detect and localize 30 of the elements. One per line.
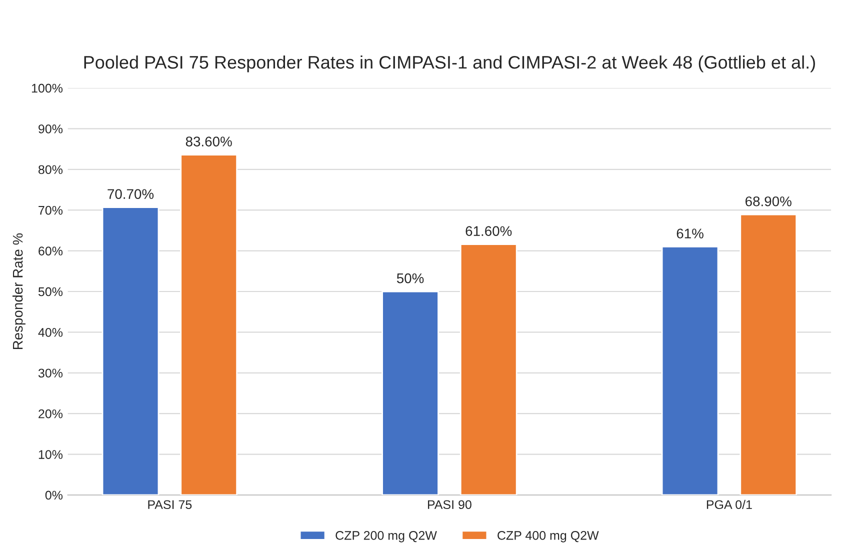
y-axis-title: Responder Rate %: [12, 233, 26, 350]
x-tick-label: PASI 90: [428, 500, 472, 510]
y-tick-label: 30%: [38, 368, 63, 378]
data-label: 83.60%: [186, 136, 232, 146]
legend-label: CZP 200 mg Q2W: [336, 531, 437, 542]
bar: [180, 154, 238, 495]
legend-label: CZP 400 mg Q2W: [498, 531, 599, 542]
y-tick-label: 100%: [32, 84, 63, 93]
bar: [102, 206, 160, 495]
y-tick-label: 90%: [38, 124, 63, 134]
data-label: 61.60%: [466, 226, 512, 236]
y-tick-label: 0%: [45, 490, 63, 500]
bar: [740, 214, 798, 495]
chart-title: Pooled PASI 75 Responder Rates in CIMPASI-1 and CIMPASI-2 at Week 48 (Gottlieb et al.): [84, 55, 815, 72]
data-label: 61%: [676, 228, 704, 238]
y-tick-label: 60%: [38, 246, 63, 256]
x-tick-label: PASI 75: [148, 500, 192, 510]
bar: [460, 244, 518, 495]
y-tick-label: 50%: [38, 287, 63, 296]
x-tick-label: PGA 0/1: [706, 500, 752, 510]
bar: [661, 246, 719, 495]
y-tick-label: 40%: [38, 328, 63, 337]
data-label: 68.90%: [746, 196, 792, 206]
y-tick-label: 80%: [38, 165, 63, 174]
data-label: 70.70%: [108, 189, 154, 199]
y-tick-label: 10%: [38, 450, 63, 459]
y-tick-label: 70%: [38, 206, 63, 215]
y-tick-label: 20%: [38, 409, 63, 418]
bar: [382, 290, 439, 495]
data-label: 50%: [396, 273, 424, 284]
